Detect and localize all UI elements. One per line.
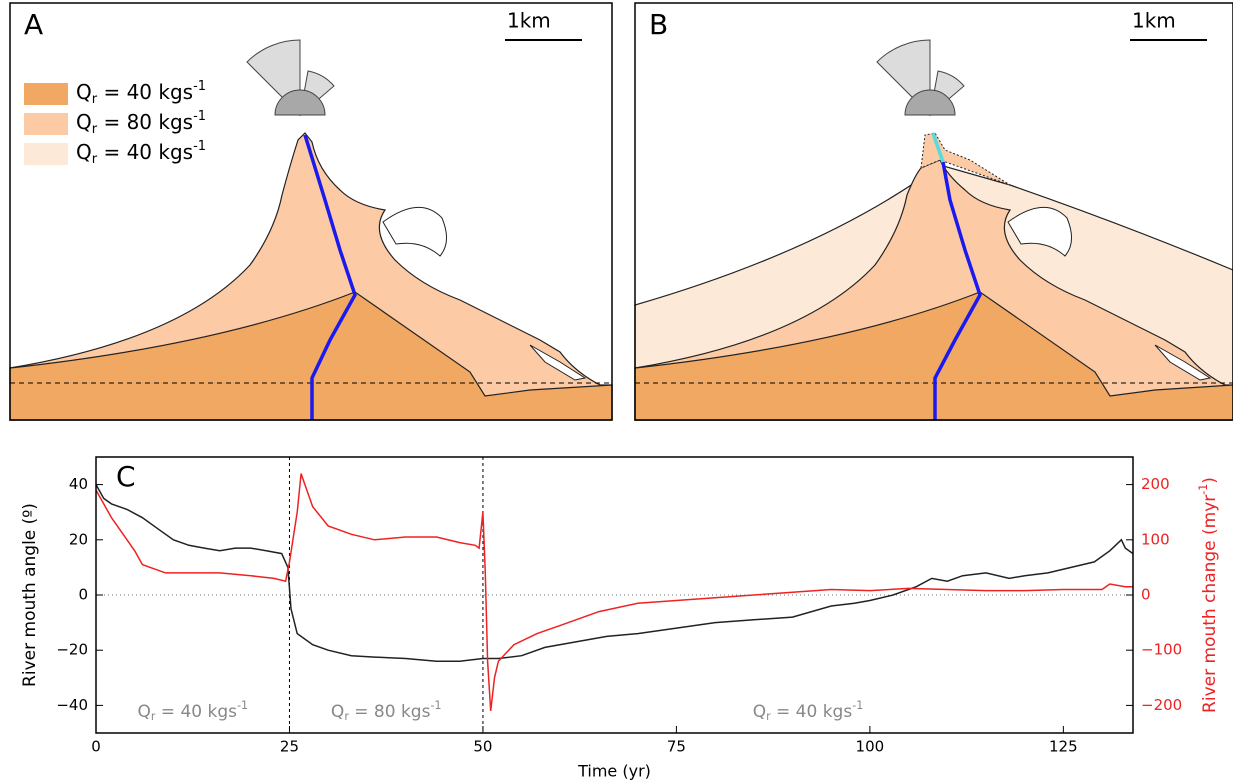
text: = 40 kgs xyxy=(97,140,193,164)
series-line xyxy=(95,484,1134,662)
superscript: -1 xyxy=(193,79,206,94)
symbol: Q xyxy=(76,80,92,104)
superscript: -1 xyxy=(237,699,248,712)
wave-rose-base xyxy=(274,89,326,116)
spit xyxy=(529,344,587,381)
superscript: -1 xyxy=(193,139,206,154)
subscript: r xyxy=(344,710,349,723)
superscript: -1 xyxy=(1197,484,1210,495)
symbol: Q xyxy=(137,702,150,722)
legend-label: Qr = 80 kgs-1 xyxy=(76,109,206,137)
y-axis-label: River mouth angle (º) xyxy=(20,503,40,687)
panel-frame xyxy=(634,2,1233,421)
panel-b: B 1km xyxy=(634,2,1233,421)
text: = 40 kgs xyxy=(97,80,193,104)
x-tick-label: 25 xyxy=(280,738,299,756)
symbol: Q xyxy=(753,702,766,722)
subscript: r xyxy=(766,710,771,723)
y2-tick-label: −100 xyxy=(1141,641,1182,659)
y-tick-label: 40 xyxy=(69,475,88,493)
deposit-top xyxy=(920,132,1011,186)
x-tick-label: 100 xyxy=(856,738,885,756)
wave-rose-base xyxy=(904,89,956,116)
superscript: -1 xyxy=(852,699,863,712)
symbol: Q xyxy=(76,140,92,164)
river-new xyxy=(931,132,945,163)
text: River mouth change (myr xyxy=(1200,495,1220,713)
deposit-40 xyxy=(9,291,613,421)
subscript: r xyxy=(92,92,98,107)
text: = 40 kgs xyxy=(155,702,237,722)
panel-frame xyxy=(9,2,613,421)
chart-c: Qr = 40 kgs-1 Qr = 80 kgs-1 Qr = 40 kgs-10… xyxy=(20,456,1220,781)
panel-a: A 1km xyxy=(9,2,613,421)
y2-tick-label: 200 xyxy=(1141,475,1170,493)
text: = 40 kgs xyxy=(771,702,853,722)
scale-label: 1km xyxy=(1132,9,1176,33)
symbol: Q xyxy=(331,702,344,722)
subscript: r xyxy=(151,710,156,723)
x-tick-label: 0 xyxy=(91,738,101,756)
plot-frame xyxy=(95,456,1134,734)
spit xyxy=(1154,344,1212,381)
symbol: Q xyxy=(76,110,92,134)
y-tick-label: 20 xyxy=(69,530,88,548)
y-tick-label: 0 xyxy=(78,586,88,604)
superscript: -1 xyxy=(193,109,206,124)
x-tick-label: 50 xyxy=(473,738,492,756)
superscript: -1 xyxy=(430,699,441,712)
panel-label: B xyxy=(649,8,668,41)
panel-label: A xyxy=(24,8,43,41)
regime-label: Qr = 80 kgs-1 xyxy=(331,699,442,723)
legend: Qr = 40 kgs-1Qr = 80 kgs-1Qr = 40 kgs-1 xyxy=(24,79,206,167)
legend-label: Qr = 40 kgs-1 xyxy=(76,79,206,107)
legend-swatch xyxy=(24,113,68,135)
y2-axis-label: River mouth change (myr-1) xyxy=(1197,477,1220,713)
chart-label: C xyxy=(116,460,136,493)
river xyxy=(303,134,357,420)
legend-swatch xyxy=(24,143,68,165)
y2-tick-label: 0 xyxy=(1141,586,1151,604)
text: = 80 kgs xyxy=(97,110,193,134)
y-tick-label: −20 xyxy=(56,641,88,659)
scale-label: 1km xyxy=(507,9,551,33)
lagoon xyxy=(1007,206,1072,257)
x-axis-label: Time (yr) xyxy=(577,762,651,781)
y2-tick-label: 100 xyxy=(1141,530,1170,548)
river xyxy=(933,161,982,420)
text: = 80 kgs xyxy=(349,702,431,722)
regime-label: Qr = 40 kgs-1 xyxy=(137,699,248,723)
y2-tick-label: −200 xyxy=(1141,696,1182,714)
subscript: r xyxy=(92,122,98,137)
regime-label: Qr = 40 kgs-1 xyxy=(753,699,864,723)
lagoon xyxy=(382,206,447,257)
legend-swatch xyxy=(24,83,68,105)
y-tick-label: −40 xyxy=(56,696,88,714)
x-tick-label: 125 xyxy=(1049,738,1078,756)
series-line xyxy=(95,473,1133,711)
legend-label: Qr = 40 kgs-1 xyxy=(76,139,206,167)
x-tick-label: 75 xyxy=(667,738,686,756)
deposit-40 xyxy=(634,291,1233,421)
suffix: ) xyxy=(1200,477,1220,484)
subscript: r xyxy=(92,152,98,167)
